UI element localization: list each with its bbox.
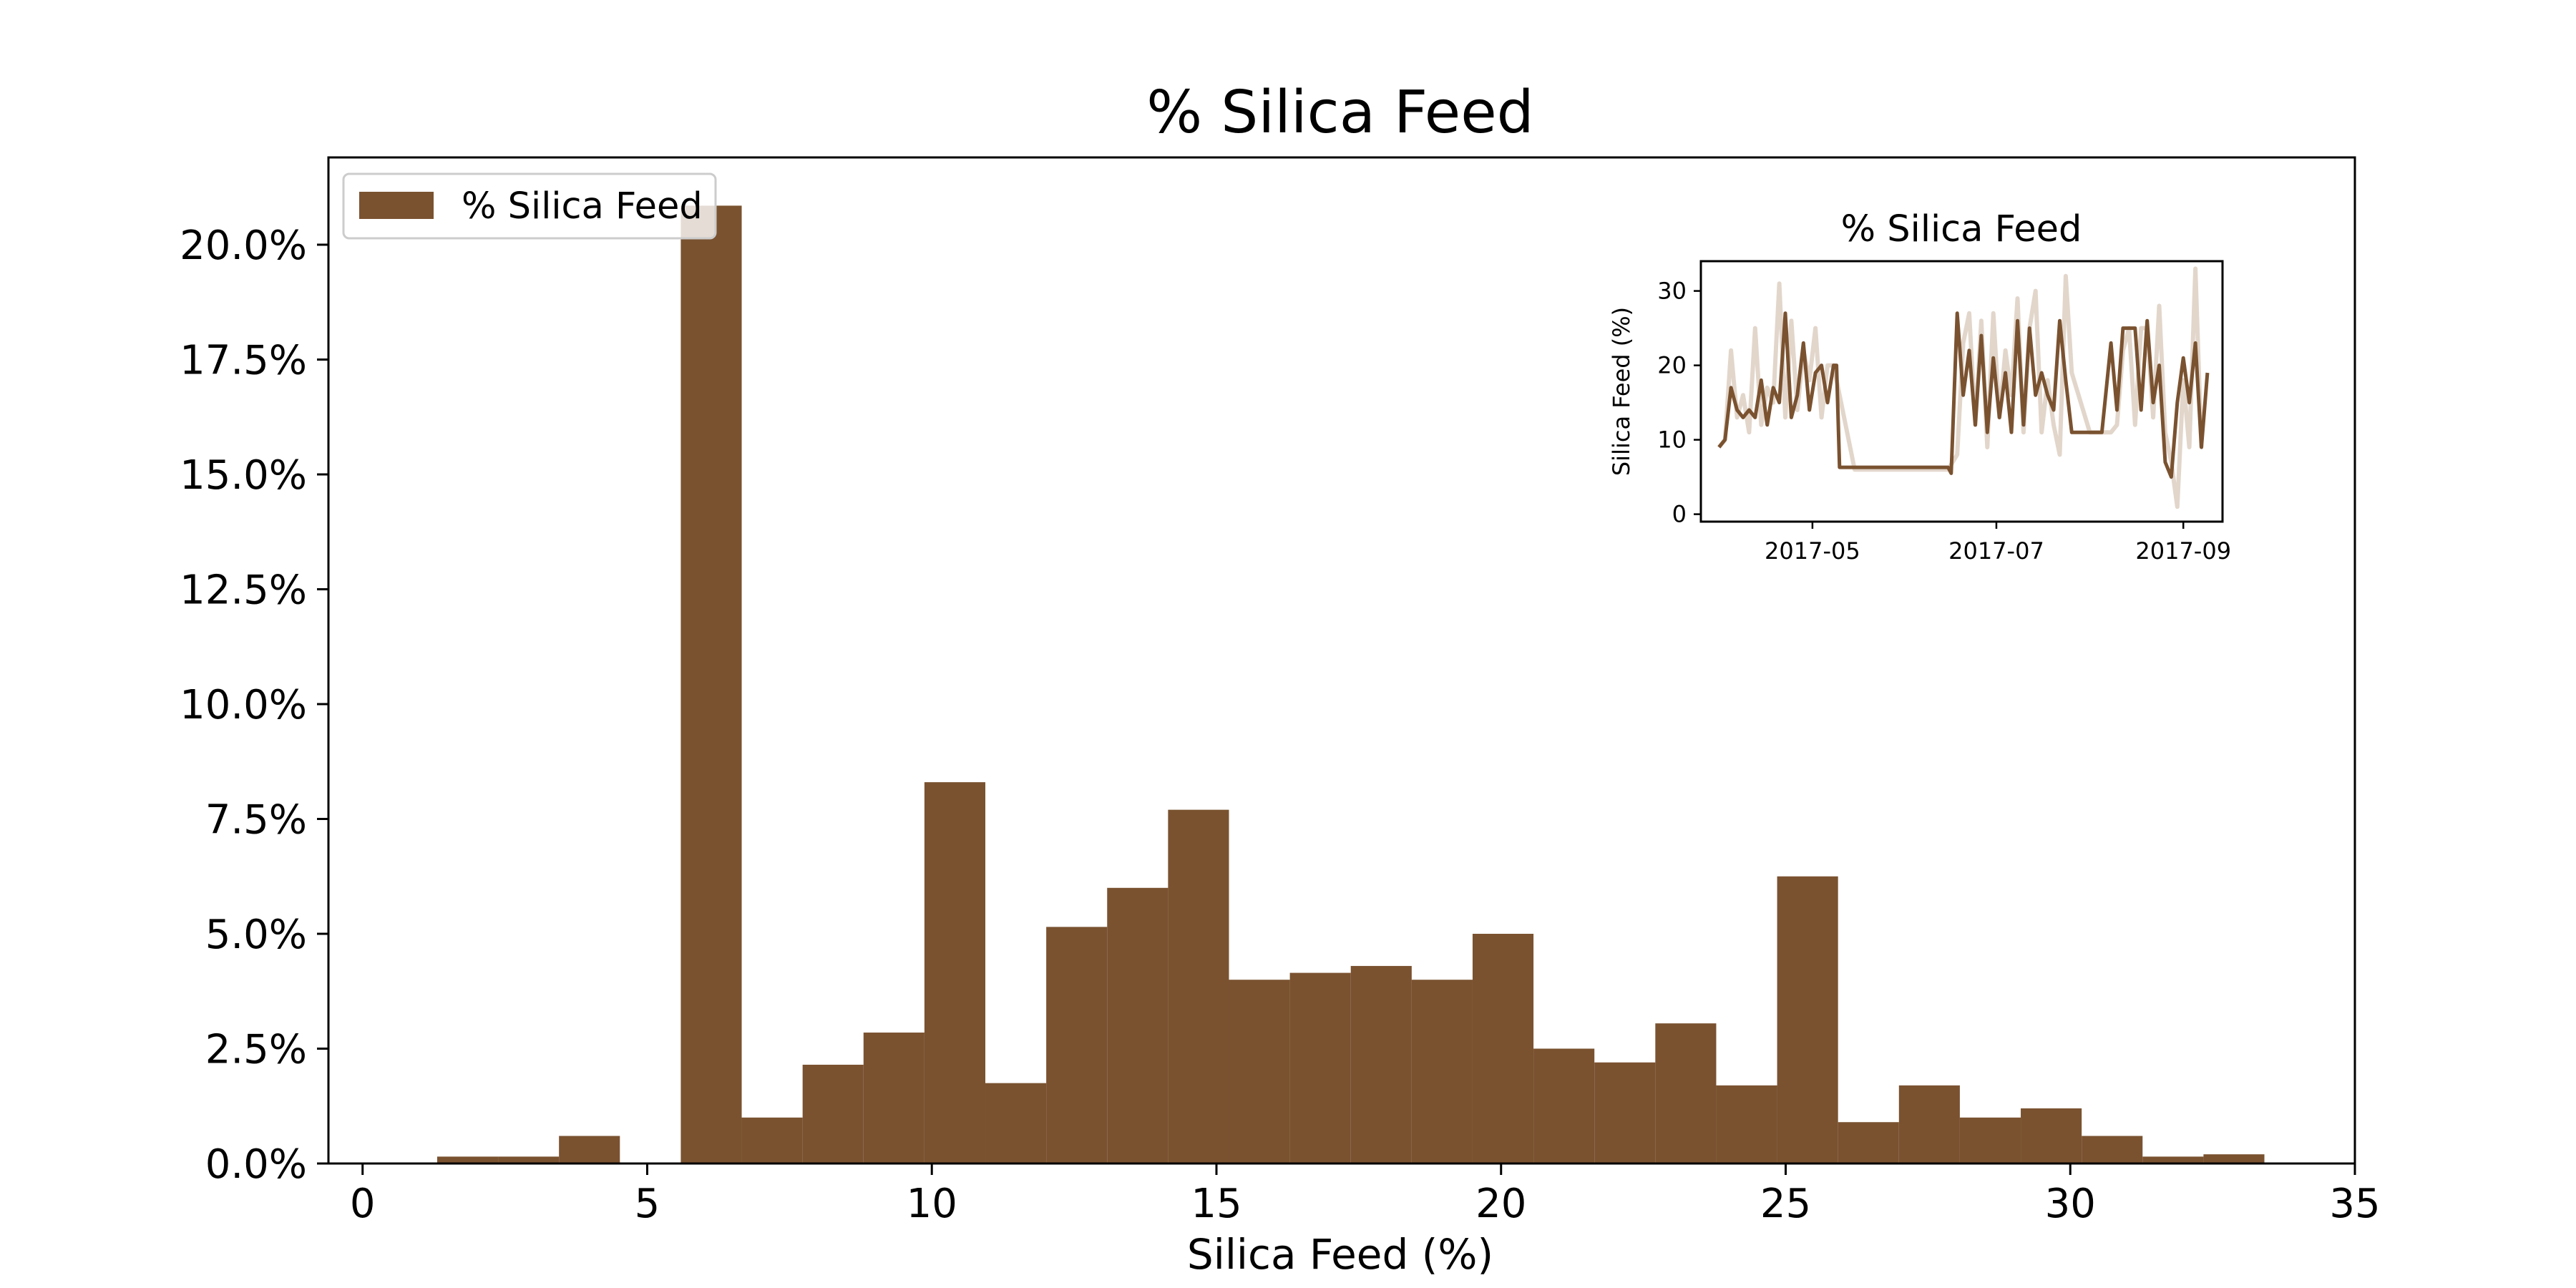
inset-x-ticks: 2017-05 2017-07 2017-09 xyxy=(1765,522,2231,565)
y-tick-label: 0.0% xyxy=(205,1141,307,1188)
histogram-bar xyxy=(1594,1062,1656,1163)
main-x-axis-label: Silica Feed (%) xyxy=(1187,1230,1493,1279)
histogram-bar xyxy=(1898,1085,1960,1163)
histogram-bar xyxy=(1168,809,1229,1163)
y-tick-label: 5.0% xyxy=(205,912,307,958)
main-y-ticks: 0.0% 2.5% 5.0% 7.5% 10.0% 12.5% 15.0% 17.5% 20.0… xyxy=(180,223,328,1188)
y-tick-label: 17.5% xyxy=(180,337,307,384)
y-tick-label: 20.0% xyxy=(180,223,307,269)
histogram-bar xyxy=(924,782,986,1163)
inset-chart-title: % Silica Feed xyxy=(1841,208,2082,250)
histogram-bar xyxy=(2082,1136,2143,1163)
x-tick-label: 30 xyxy=(2045,1181,2096,1227)
histogram-bar xyxy=(1411,980,1473,1163)
inset-y-tick-label: 10 xyxy=(1657,426,1687,454)
inset-y-tick-label: 0 xyxy=(1672,501,1687,528)
inset-chart: % Silica Feed 2017-05 2017-07 2017-09 0 10 2… xyxy=(1608,208,2231,565)
histogram-bar xyxy=(2142,1156,2204,1163)
legend-label: % Silica Feed xyxy=(462,185,703,228)
histogram-bar xyxy=(1229,980,1290,1163)
histogram-bar xyxy=(1533,1048,1595,1163)
histogram-bar xyxy=(1472,933,1534,1163)
histogram-bar xyxy=(1959,1117,2021,1163)
x-tick-label: 0 xyxy=(350,1181,376,1227)
x-tick-label: 35 xyxy=(2329,1181,2380,1227)
histogram-bar xyxy=(2203,1154,2265,1163)
inset-y-axis-label: Silica Feed (%) xyxy=(1608,307,1635,476)
histogram-bar xyxy=(2021,1108,2082,1163)
raw-series-line xyxy=(1717,266,2204,509)
histogram-bar xyxy=(1046,927,1108,1163)
x-tick-label: 10 xyxy=(907,1181,957,1227)
inset-y-tick-label: 20 xyxy=(1657,352,1687,379)
x-tick-label: 5 xyxy=(635,1181,660,1227)
x-tick-label: 25 xyxy=(1760,1181,1811,1227)
y-tick-label: 2.5% xyxy=(205,1026,307,1073)
legend-swatch xyxy=(359,192,434,219)
main-legend: % Silica Feed xyxy=(342,172,717,240)
x-tick-label: 20 xyxy=(1475,1181,1526,1227)
histogram-bar xyxy=(498,1156,560,1163)
inset-lines xyxy=(1717,266,2210,509)
histogram-bar xyxy=(863,1033,924,1163)
histogram-bar xyxy=(1838,1122,1899,1163)
smoothed-series-line xyxy=(1717,311,2210,479)
inset-x-tick-label: 2017-05 xyxy=(1765,537,1860,565)
x-tick-label: 15 xyxy=(1191,1181,1241,1227)
histogram-bar xyxy=(1289,972,1351,1163)
inset-y-ticks: 0 10 20 30 xyxy=(1657,278,1701,528)
histogram-bar xyxy=(1107,887,1169,1163)
histogram-bar xyxy=(436,1156,499,1163)
legend-frame xyxy=(342,172,717,240)
histogram-bar xyxy=(1350,965,1412,1163)
y-tick-label: 7.5% xyxy=(205,796,307,843)
histogram-bar xyxy=(1716,1085,1777,1163)
main-chart-title: % Silica Feed xyxy=(1146,79,1533,147)
y-tick-label: 10.0% xyxy=(180,682,307,728)
histogram-bar xyxy=(680,205,742,1164)
main-bars xyxy=(436,205,2265,1164)
inset-x-tick-label: 2017-07 xyxy=(1948,537,2044,565)
inset-y-tick-label: 30 xyxy=(1657,278,1687,305)
histogram-bar xyxy=(741,1117,803,1163)
histogram-bar xyxy=(559,1136,620,1163)
main-plot-frame xyxy=(327,156,2356,1165)
y-tick-label: 15.0% xyxy=(180,452,307,499)
histogram-bar xyxy=(802,1064,864,1163)
histogram-bar xyxy=(985,1083,1047,1163)
histogram-bar xyxy=(1655,1023,1717,1163)
inset-x-tick-label: 2017-09 xyxy=(2135,537,2231,565)
inset-plot-frame xyxy=(1699,260,2224,523)
histogram-bar xyxy=(1777,876,1838,1163)
y-tick-label: 12.5% xyxy=(180,567,307,613)
main-chart: % Silica Feed 0 5 10 15 20 25 30 35 0.0% 2.5% 5.0… xyxy=(180,79,2381,1279)
main-x-ticks: 0 5 10 15 20 25 30 35 xyxy=(350,1163,2381,1227)
